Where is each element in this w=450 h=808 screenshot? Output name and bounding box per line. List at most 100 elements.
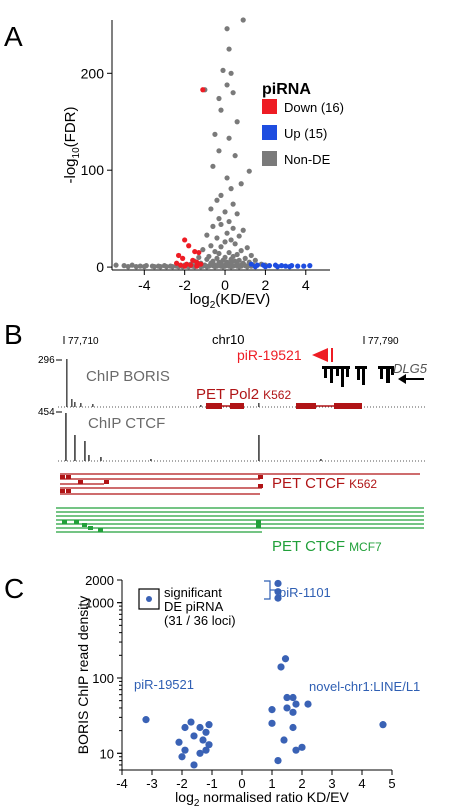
- density-point: [196, 749, 204, 757]
- density-x-tick-label: -4: [116, 776, 128, 791]
- volcano-x-tick-label: -2: [178, 277, 191, 293]
- volcano-point-nonde: [218, 221, 224, 228]
- pet-k562-anchor: [258, 484, 263, 488]
- density-legend-line1: significant: [164, 585, 222, 600]
- density-point: [205, 741, 213, 749]
- volcano-point-nonde: [236, 257, 242, 263]
- density-point: [205, 721, 213, 729]
- volcano-point-nonde: [121, 263, 127, 269]
- density-x-tick-label: -3: [146, 776, 158, 791]
- volcano-point-nonde: [216, 148, 222, 154]
- volcano-point-nonde: [220, 67, 226, 73]
- volcano-point-nonde: [244, 245, 250, 251]
- volcano-x-tick-label: -4: [138, 277, 151, 293]
- density-ticks: -4 -3 -2 -1 0 1 2 3 4 5 10 100 1000 2000: [85, 573, 396, 791]
- density-point: [274, 579, 282, 588]
- density-point: [142, 716, 150, 724]
- density-legend-line3: (31 / 36 loci): [164, 613, 236, 628]
- volcano-ylabel: -log10(FDR): [62, 107, 82, 184]
- volcano-axes: -4 -2 0 2 4 0 100 200: [81, 20, 330, 293]
- volcano-point-nonde: [157, 264, 164, 270]
- density-legend-box: [138, 588, 160, 610]
- pirna-label: piR-19521: [237, 347, 302, 363]
- volcano-point-nonde: [226, 249, 232, 256]
- density-point: [190, 761, 198, 769]
- pet-ctcf-mcf7-interactions: [56, 507, 424, 533]
- pet-mcf7-anchor: [62, 520, 67, 524]
- pet-mcf7-anchor: [256, 520, 261, 524]
- density-point: [292, 700, 300, 708]
- pet-k562-anchor: [60, 489, 65, 493]
- volcano-point-nonde: [228, 186, 234, 192]
- volcano-point-nonde: [240, 227, 246, 233]
- volcano-point-nonde: [232, 153, 238, 159]
- volcano-point-nonde: [113, 262, 119, 268]
- volcano-point-nonde: [228, 70, 234, 76]
- volcano-point-down: [194, 263, 200, 269]
- volcano-point-nonde: [224, 82, 230, 88]
- legend-label-down: Down (16): [284, 100, 344, 115]
- volcano-point-up: [295, 263, 301, 269]
- pet-mcf7-anchor: [256, 524, 261, 528]
- pet-mcf7-anchor: [74, 520, 79, 524]
- density-point: [181, 746, 189, 754]
- volcano-point-nonde: [218, 192, 224, 198]
- volcano-point-nonde: [169, 264, 176, 270]
- volcano-point-nonde: [210, 163, 216, 169]
- volcano-point-down: [188, 262, 194, 268]
- volcano-point-down: [180, 255, 186, 261]
- volcano-point-nonde: [216, 250, 222, 257]
- volcano-point-nonde: [238, 248, 244, 254]
- density-point: [181, 723, 189, 732]
- volcano-point-up: [307, 263, 313, 269]
- volcano-point-up: [262, 264, 269, 270]
- boris-peak: [92, 404, 94, 407]
- volcano-xlabel: log2(KD/EV): [190, 291, 271, 311]
- boris-peak: [71, 399, 73, 407]
- volcano-legend-title: piRNA: [262, 81, 311, 98]
- pet-k562-anchor: [60, 475, 65, 479]
- density-point: [274, 756, 282, 765]
- volcano-point-nonde: [163, 264, 170, 270]
- boris-peak: [200, 405, 202, 407]
- pet-pol2-clusters: [206, 403, 362, 409]
- volcano-point-nonde: [234, 119, 240, 125]
- pet-mcf7-anchor: [82, 523, 87, 527]
- gene-exons: [322, 366, 394, 387]
- pet-pol2-label: PET Pol2 K562: [196, 386, 291, 403]
- volcano-point-nonde: [224, 175, 230, 181]
- pet-ctcf-k562-label: PET CTCF K562: [272, 475, 377, 492]
- pir-1101-bracket: [264, 580, 271, 600]
- volcano-point-down: [182, 237, 188, 243]
- pet-ctcf-mcf7-label: PET CTCF MCF7: [272, 538, 382, 555]
- volcano-point-nonde: [151, 264, 157, 270]
- track-ctcf-max: 454: [38, 407, 55, 418]
- ctcf-peak: [84, 441, 86, 461]
- track-ctcf-label: ChIP CTCF: [88, 415, 165, 432]
- volcano-x-tick-label: 2: [262, 277, 270, 293]
- density-point: [283, 693, 291, 702]
- volcano-point-nonde: [226, 218, 232, 225]
- volcano-point-up: [282, 263, 289, 269]
- boris-peak: [258, 403, 260, 407]
- volcano-point-down: [178, 262, 184, 268]
- volcano-point-up: [287, 264, 293, 270]
- density-y-tick-label: 2000: [85, 573, 114, 588]
- ctcf-peak: [320, 459, 322, 461]
- volcano-point-nonde: [224, 230, 230, 236]
- density-x-tick-label: 0: [238, 776, 245, 791]
- density-point: [202, 728, 210, 736]
- volcano-point-nonde: [230, 225, 236, 231]
- annotation-pir-1101: piR-1101: [279, 585, 331, 600]
- volcano-point-nonde: [228, 237, 234, 243]
- volcano-point-nonde: [226, 46, 232, 52]
- volcano-point-up: [278, 263, 285, 269]
- density-point: [283, 704, 291, 712]
- volcano-point-nonde: [230, 201, 236, 207]
- density-y-tick-label: 10: [100, 746, 114, 761]
- volcano-point-down: [200, 87, 206, 93]
- volcano-point-up: [248, 261, 254, 267]
- volcano-point-nonde: [230, 90, 236, 96]
- boris-peak: [66, 359, 68, 407]
- volcano-point-nonde: [204, 256, 210, 262]
